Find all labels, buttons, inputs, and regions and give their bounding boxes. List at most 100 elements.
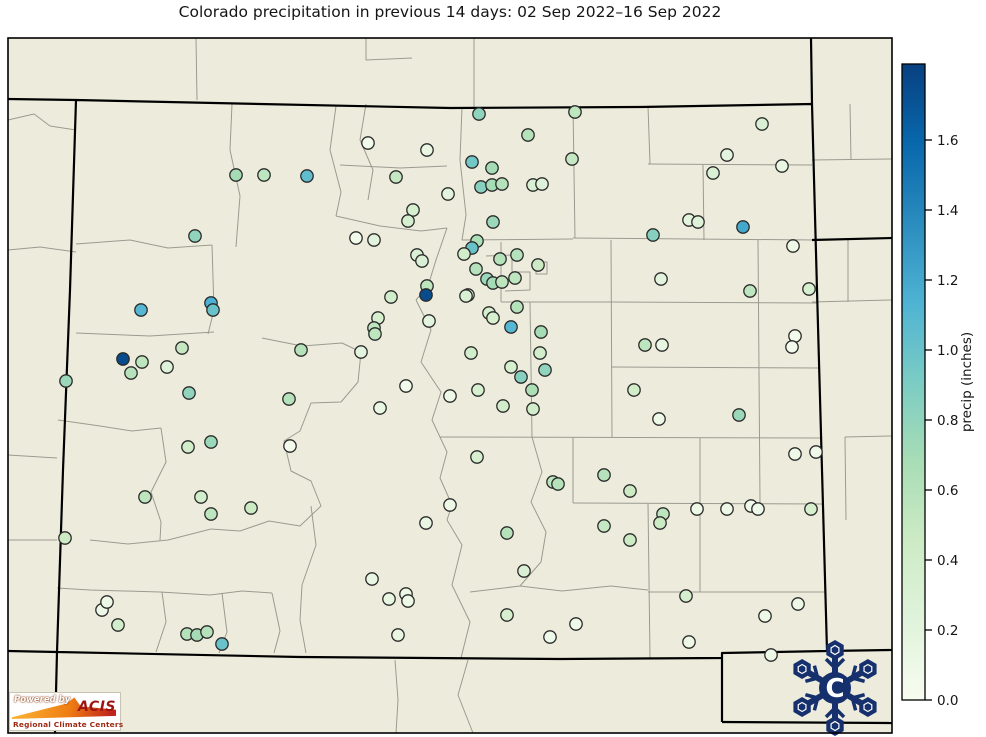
station-dot — [638, 338, 652, 352]
station-dot — [229, 168, 243, 182]
county-boundary — [572, 237, 817, 241]
station-dot — [500, 608, 514, 622]
station-dot — [160, 360, 174, 374]
station-dot — [495, 177, 509, 191]
state-line — [811, 236, 893, 242]
snowflake-center — [819, 672, 851, 704]
station-dot — [526, 402, 540, 416]
county-boundary — [7, 246, 77, 253]
station-dot — [419, 288, 433, 302]
county-boundary — [159, 590, 273, 596]
station-dot — [415, 254, 429, 268]
station-dot — [124, 366, 138, 380]
colorbar-tick-label: 0.4 — [937, 553, 958, 569]
county-boundary — [195, 37, 198, 101]
station-dot — [623, 533, 637, 547]
station-dot — [215, 637, 229, 651]
county-boundary — [261, 337, 362, 353]
station-dot — [422, 314, 436, 328]
station-dot — [504, 360, 518, 374]
station-dot — [679, 589, 693, 603]
colorbar-tick-label: 0.8 — [937, 413, 958, 429]
county-boundary — [811, 299, 893, 303]
station-dot — [465, 155, 479, 169]
county-boundary — [647, 502, 651, 659]
county-boundary — [271, 592, 281, 654]
state-line — [809, 37, 814, 105]
station-dot — [116, 352, 130, 366]
state-line — [7, 97, 77, 102]
station-dot — [401, 214, 415, 228]
station-dot — [367, 233, 381, 247]
station-dot — [623, 484, 637, 498]
station-dot — [441, 187, 455, 201]
station-dot — [373, 401, 387, 415]
station-dot — [531, 258, 545, 272]
station-dot — [743, 284, 757, 298]
station-dot — [59, 374, 73, 388]
station-dot — [182, 386, 196, 400]
station-dot — [755, 117, 769, 131]
station-dot — [384, 290, 398, 304]
county-boundary — [469, 585, 649, 593]
station-dot — [257, 168, 271, 182]
county-boundary — [359, 103, 374, 201]
station-dot — [368, 327, 382, 341]
station-dot — [627, 383, 641, 397]
station-dot — [282, 392, 296, 406]
acis-subtitle-text: Regional Climate Centers — [13, 720, 124, 729]
station-dot — [244, 501, 258, 515]
county-boundary — [7, 454, 58, 459]
colorbar-tick-label: 1.2 — [937, 273, 958, 289]
county-boundary — [7, 113, 77, 131]
state-line — [7, 649, 58, 654]
station-dot — [181, 440, 195, 454]
station-dot — [720, 148, 734, 162]
station-dot — [294, 343, 308, 357]
station-dot — [474, 180, 488, 194]
station-dot — [809, 445, 823, 459]
station-dot — [457, 247, 471, 261]
station-dot — [568, 105, 582, 119]
colorbar-axis-label: precip (inches) — [959, 332, 975, 432]
colorbar-tick-label: 1.4 — [937, 203, 958, 219]
station-dot — [504, 320, 518, 334]
station-dot — [406, 203, 420, 217]
station-dot — [534, 325, 548, 339]
station-dot — [785, 340, 799, 354]
station-dot — [401, 594, 415, 608]
station-dot — [732, 408, 746, 422]
acis-logo: Powered by ACIS Regional Climate Centers — [9, 692, 124, 731]
station-dot — [138, 490, 152, 504]
page-title: Colorado precipitation in previous 14 da… — [178, 3, 722, 21]
station-dot — [758, 609, 772, 623]
station-dot — [691, 215, 705, 229]
station-dot — [597, 468, 611, 482]
snowflake-logo: C — [789, 640, 881, 736]
station-dot — [382, 592, 396, 606]
station-dot — [514, 370, 528, 384]
station-dot — [420, 143, 434, 157]
county-boundary — [459, 106, 467, 241]
station-dot — [349, 231, 363, 245]
station-dot — [419, 516, 433, 530]
station-dot — [391, 628, 405, 642]
station-dot — [786, 239, 800, 253]
station-dot — [486, 311, 500, 325]
plot-frame — [7, 37, 893, 734]
station-dot — [510, 248, 524, 262]
colorbar-gradient — [901, 63, 926, 701]
station-dot — [517, 564, 531, 578]
colorbar-tick-label: 0.6 — [937, 483, 958, 499]
station-dot — [720, 502, 734, 516]
station-dot — [493, 252, 507, 266]
county-boundary — [849, 103, 852, 161]
county-boundary — [150, 427, 167, 541]
station-dot — [655, 338, 669, 352]
station-dot — [443, 498, 457, 512]
station-dot — [525, 383, 539, 397]
acis-powered-by-text: Powered by — [14, 695, 71, 705]
state-line — [721, 720, 893, 725]
station-dot — [472, 107, 486, 121]
